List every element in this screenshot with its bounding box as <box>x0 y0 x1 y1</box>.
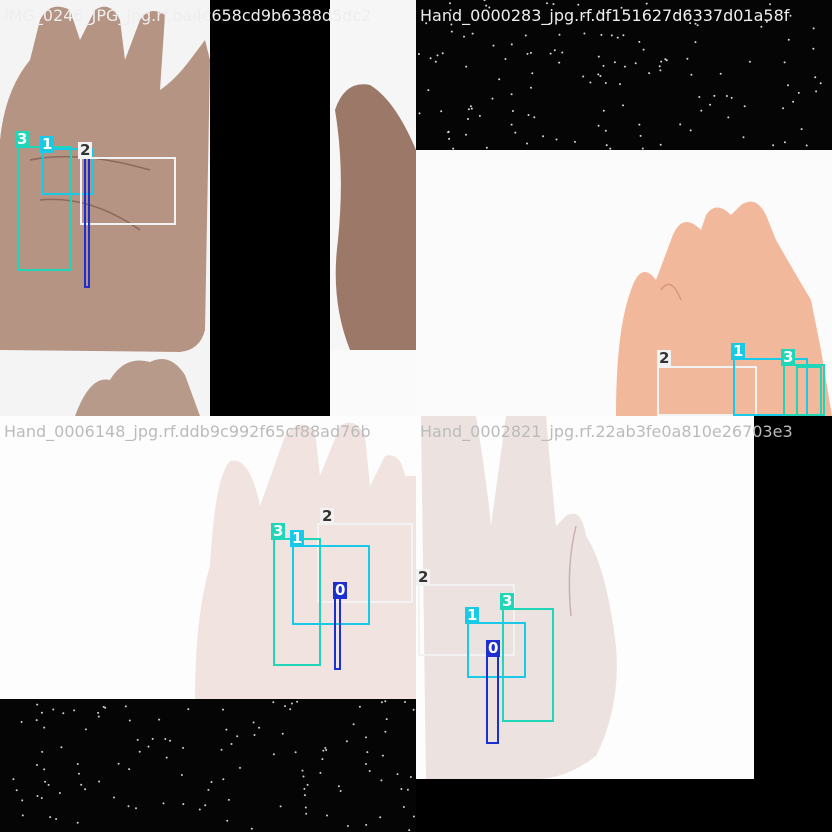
palm-photo <box>416 0 832 416</box>
bbox-class-1 <box>733 358 808 416</box>
mosaic-tile-1: IMG_0246_JPG_jpg.rf.ba4c658cd9b6388d5dc2… <box>0 0 416 416</box>
bbox-label-class-2: 2 <box>657 349 672 367</box>
image-filename-caption: Hand_0000283_jpg.rf.df151627d6337d01a58f <box>420 6 790 25</box>
palm-photo <box>416 416 832 832</box>
bbox-class-3 <box>796 366 822 416</box>
bbox-label-class-3: 3 <box>500 592 515 610</box>
bbox-label-class-3: 3 <box>271 522 286 540</box>
image-filename-caption: IMG_0246_JPG_jpg.rf.ba4c658cd9b6388d5dc2 <box>4 6 372 25</box>
mosaic-tile-4: Hand_0002821_jpg.rf.22ab3fe0a810e26703e3… <box>416 416 832 832</box>
bbox-label-class-0: 0 <box>486 639 501 657</box>
bbox-label-class-0: 0 <box>333 581 348 599</box>
mosaic-tile-2: Hand_0000283_jpg.rf.df151627d6337d01a58f… <box>416 0 832 416</box>
bbox-class-0 <box>84 148 90 288</box>
image-filename-caption: Hand_0006148_jpg.rf.ddb9c992f65cf88ad76b <box>4 422 371 441</box>
bbox-class-1 <box>42 148 94 195</box>
bbox-label-class-2: 2 <box>416 568 431 586</box>
mosaic-tile-3: Hand_0006148_jpg.rf.ddb9c992f65cf88ad76b… <box>0 416 416 832</box>
bbox-label-class-2: 2 <box>78 141 93 159</box>
palm-photo <box>0 0 416 416</box>
bbox-class-0 <box>334 596 341 670</box>
bbox-label-class-3: 3 <box>15 130 30 148</box>
bbox-class-2 <box>657 366 757 416</box>
bbox-class-2 <box>317 523 413 603</box>
bbox-class-3 <box>502 608 554 722</box>
bbox-label-class-3: 3 <box>781 348 796 366</box>
bbox-label-class-1: 1 <box>731 342 746 360</box>
palm-photo <box>0 416 416 832</box>
bbox-class-2 <box>418 584 515 656</box>
bbox-class-1 <box>467 622 526 678</box>
bbox-label-class-1: 1 <box>465 606 480 624</box>
bbox-class-1 <box>292 545 370 625</box>
bbox-class-2 <box>80 157 176 225</box>
bbox-class-0 <box>486 654 499 744</box>
bbox-label-class-1: 1 <box>40 135 55 153</box>
bbox-label-class-1: 1 <box>290 529 305 547</box>
image-filename-caption: Hand_0002821_jpg.rf.22ab3fe0a810e26703e3 <box>420 422 793 441</box>
bbox-label-class-2: 2 <box>320 507 335 525</box>
